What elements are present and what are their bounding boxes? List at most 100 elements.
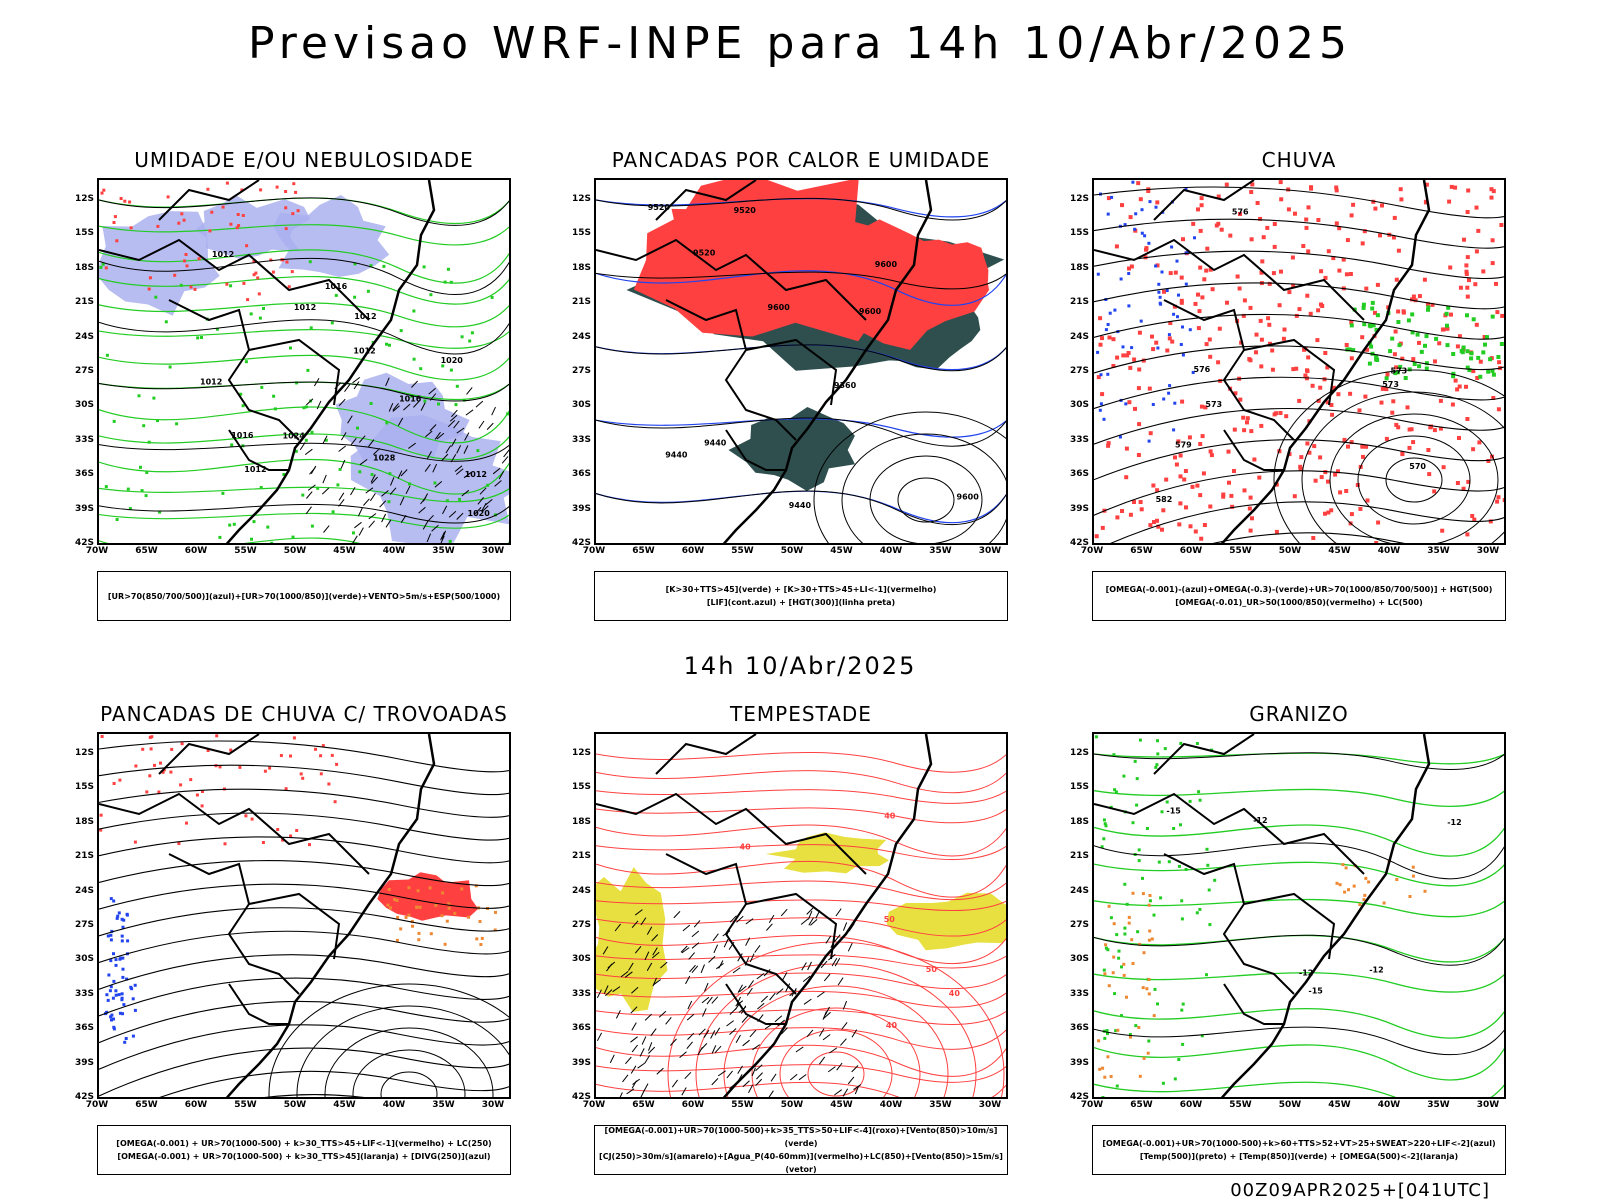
shaded-area xyxy=(1193,236,1196,239)
shaded-area xyxy=(1266,316,1270,320)
lon-tick-label: 50W xyxy=(1275,1100,1305,1110)
shaded-area xyxy=(292,182,295,185)
lat-tick-label: 36S xyxy=(563,1023,591,1033)
shaded-area xyxy=(1115,790,1118,793)
shaded-area xyxy=(1363,395,1367,399)
shaded-area xyxy=(1241,416,1245,420)
shaded-area xyxy=(1123,933,1126,936)
shaded-area xyxy=(1118,950,1121,953)
shaded-area xyxy=(1503,498,1506,502)
shaded-area xyxy=(1172,313,1175,316)
shaded-area xyxy=(109,934,112,937)
shaded-area xyxy=(169,366,172,369)
shaded-area xyxy=(210,211,213,214)
shaded-area xyxy=(167,195,170,198)
shaded-area xyxy=(1131,181,1134,184)
shaded-area xyxy=(1316,218,1320,222)
shaded-area xyxy=(1148,992,1151,995)
shaded-area xyxy=(1279,180,1283,184)
shaded-area xyxy=(331,321,334,324)
contour-label: 573 xyxy=(1382,380,1399,389)
shaded-area xyxy=(1343,891,1346,894)
wind-vector xyxy=(743,1040,750,1046)
contour-label: 1012 xyxy=(353,347,375,356)
shaded-area xyxy=(1358,903,1361,906)
shaded-area xyxy=(446,499,449,502)
shaded-area xyxy=(165,320,168,323)
shaded-area xyxy=(1492,373,1496,377)
contour-line xyxy=(596,808,1008,823)
shaded-area xyxy=(294,191,297,194)
lon-tick-label: 30W xyxy=(478,546,508,556)
shaded-area xyxy=(1149,431,1153,435)
shaded-area xyxy=(180,284,183,287)
shaded-area xyxy=(130,226,133,229)
shaded-area xyxy=(1360,335,1364,339)
contour-line xyxy=(1330,414,1498,545)
shaded-area xyxy=(1442,465,1446,469)
shaded-area xyxy=(1216,360,1220,364)
shaded-area xyxy=(1108,905,1111,908)
lat-tick-label: 33S xyxy=(1061,435,1089,445)
lat-tick-label: 18S xyxy=(1061,817,1089,827)
shaded-area xyxy=(1350,213,1354,217)
shaded-area xyxy=(1364,287,1368,291)
shaded-area xyxy=(1173,455,1177,459)
shaded-area xyxy=(1132,892,1135,895)
shaded-area xyxy=(336,483,339,486)
shaded-area xyxy=(1179,474,1183,478)
shaded-area xyxy=(1350,356,1354,360)
shaded-area xyxy=(230,443,233,446)
lat-tick-label: 36S xyxy=(1061,1023,1089,1033)
wind-vector xyxy=(838,978,843,986)
shaded-area xyxy=(1123,883,1126,886)
shaded-area xyxy=(1228,234,1232,238)
shaded-area xyxy=(1297,399,1301,403)
lon-tick-label: 60W xyxy=(181,546,211,556)
shaded-area xyxy=(107,935,110,938)
shaded-area xyxy=(1249,358,1253,362)
shaded-area xyxy=(1376,283,1380,287)
shaded-area xyxy=(183,259,186,262)
contour-line xyxy=(1094,862,1506,886)
lat-tick-label: 12S xyxy=(66,194,94,204)
shaded-area xyxy=(1450,185,1454,189)
contour-line xyxy=(1094,899,1506,916)
legend-text: [K>30+TTS>45](verde) + [K>30+TTS>45+LI<-… xyxy=(666,583,937,596)
shaded-area xyxy=(110,938,113,941)
shaded-area xyxy=(250,538,253,541)
lon-tick-label: 55W xyxy=(231,546,261,556)
map-panel: -12-12-12-12-15-15 xyxy=(1092,732,1506,1099)
shaded-area xyxy=(1466,255,1470,259)
border-line xyxy=(1094,794,1364,874)
shaded-area xyxy=(1149,894,1152,897)
wind-vector xyxy=(843,922,846,930)
contour-label: 570 xyxy=(1409,462,1426,471)
shaded-area xyxy=(1437,341,1441,345)
wind-vector xyxy=(317,401,321,409)
shaded-area xyxy=(766,832,889,873)
shaded-area xyxy=(109,1015,112,1018)
shaded-area xyxy=(121,992,124,995)
shaded-area xyxy=(1162,398,1165,401)
wind-vector xyxy=(746,919,753,924)
lat-tick-label: 39S xyxy=(563,1058,591,1068)
lon-tick-label: 65W xyxy=(132,546,162,556)
shaded-area xyxy=(100,814,103,817)
panel-title: TEMPESTADE xyxy=(554,702,1048,726)
shaded-area xyxy=(1488,357,1492,361)
shaded-area xyxy=(1238,287,1242,291)
lon-tick-label: 60W xyxy=(1176,546,1206,556)
shaded-area xyxy=(1376,521,1380,525)
shaded-area xyxy=(181,742,184,745)
shaded-area xyxy=(1406,405,1410,409)
contour-label: 9600 xyxy=(875,260,898,269)
shaded-area xyxy=(125,1037,128,1040)
contour-line xyxy=(1274,370,1506,545)
shaded-area xyxy=(1169,271,1173,275)
shaded-area xyxy=(1099,343,1103,347)
shaded-area xyxy=(1469,356,1473,360)
wind-vector xyxy=(848,1077,854,1084)
shaded-area xyxy=(129,986,132,989)
shaded-area xyxy=(113,221,116,224)
